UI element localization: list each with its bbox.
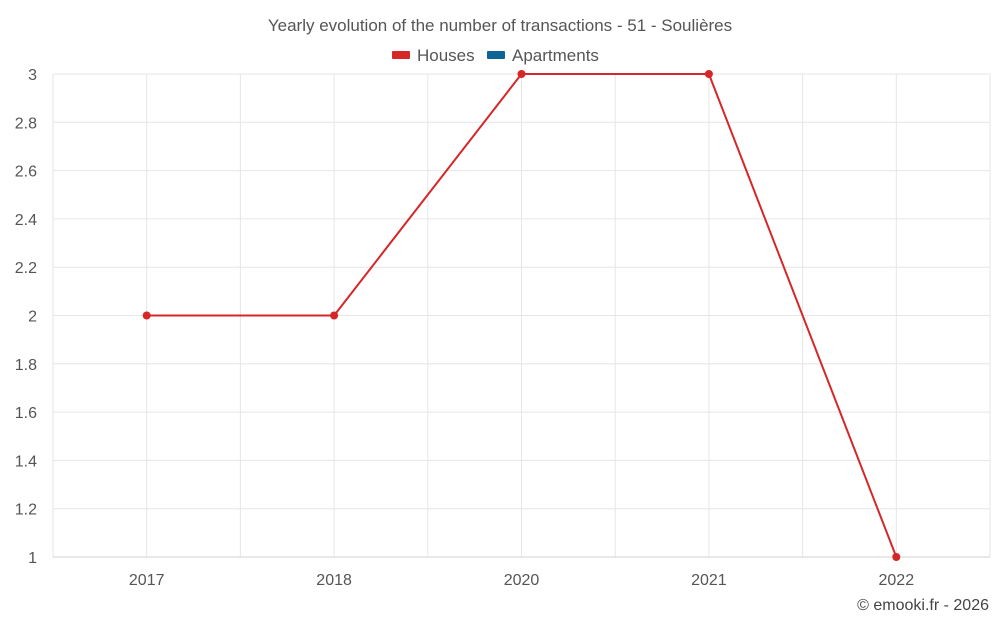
y-tick-label: 2.8 <box>15 115 37 132</box>
y-tick-label: 3 <box>28 67 37 84</box>
y-tick-label: 1.2 <box>15 502 37 519</box>
x-axis-tick-labels: 2017 2018 2020 2021 2022 <box>129 572 914 589</box>
x-tick-label: 2020 <box>504 572 540 589</box>
data-point-houses[interactable] <box>330 311 339 320</box>
x-tick-label: 2021 <box>691 572 727 589</box>
y-tick-label: 2.6 <box>15 164 37 181</box>
x-tick-label: 2022 <box>879 572 915 589</box>
data-point-houses[interactable] <box>892 553 901 561</box>
data-point-houses[interactable] <box>517 70 526 78</box>
data-point-houses[interactable] <box>704 70 713 78</box>
y-tick-label: 1.4 <box>15 453 37 470</box>
y-tick-label: 1 <box>28 550 37 567</box>
x-tick-label: 2017 <box>129 572 165 589</box>
x-tick-label: 2018 <box>316 572 352 589</box>
series-points <box>142 70 901 561</box>
y-axis-tick-labels: 1 1.2 1.4 1.6 1.8 2 2.2 2.4 2.6 2.8 3 <box>15 67 37 567</box>
legend-swatch-houses <box>392 51 410 59</box>
y-tick-label: 2 <box>28 309 37 326</box>
legend-label-apartments[interactable]: Apartments <box>512 46 599 65</box>
y-tick-label: 1.8 <box>15 357 37 374</box>
legend-swatch-apartments <box>487 51 505 59</box>
data-point-houses[interactable] <box>142 311 151 320</box>
legend-label-houses[interactable]: Houses <box>417 46 475 65</box>
y-tick-label: 2.2 <box>15 260 37 277</box>
chart-title: Yearly evolution of the number of transa… <box>268 16 732 35</box>
credit-text: © emooki.fr - 2026 <box>857 597 989 614</box>
y-tick-label: 2.4 <box>15 212 37 229</box>
y-tick-label: 1.6 <box>15 405 37 422</box>
legend: Houses Apartments <box>392 46 599 65</box>
